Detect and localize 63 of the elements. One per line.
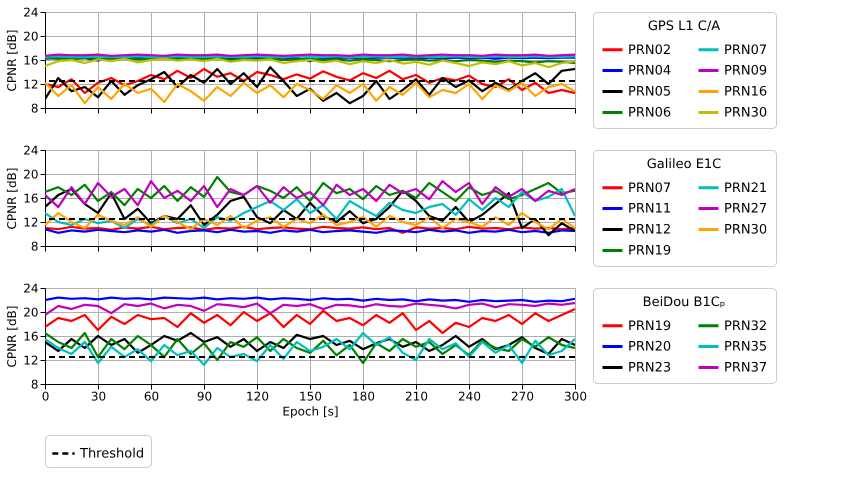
legend-label: PRN20	[628, 340, 672, 354]
line-series	[45, 176, 575, 206]
x-tick-label: 210	[405, 390, 428, 404]
line-series	[45, 82, 575, 104]
y-tick-label: 20	[23, 306, 38, 320]
y-tick-label: 12	[23, 78, 38, 92]
x-tick-label: 60	[144, 390, 160, 404]
legend-label: Threshold	[79, 446, 144, 462]
x-tick-label: 240	[458, 390, 481, 404]
legend-label: PRN16	[724, 84, 768, 100]
x-tick-label: 120	[246, 390, 269, 404]
y-tick-label: 24	[23, 144, 38, 158]
y-tick-label: 20	[23, 30, 38, 44]
legend-label: PRN23	[628, 360, 672, 376]
y-axis-title: CPNR [dB]	[5, 306, 20, 368]
y-tick-label: 24	[23, 6, 38, 20]
x-tick-label: 180	[352, 390, 375, 404]
legend-label: PRN19	[628, 244, 672, 258]
x-tick-label: 90	[196, 390, 212, 404]
legend-title: Galileo E1C	[646, 157, 722, 172]
x-tick-label: 300	[564, 390, 587, 404]
x-tick-label: 270	[511, 390, 534, 404]
line-series	[45, 212, 575, 230]
y-axis-title: CPNR [dB]	[5, 168, 20, 230]
legend-label: PRN07	[724, 42, 768, 58]
legend-label: PRN07	[628, 180, 672, 196]
x-tick-label: 150	[299, 390, 322, 404]
legend-label: PRN21	[724, 180, 768, 196]
legend-label: PRN09	[724, 64, 768, 78]
y-tick-label: 12	[23, 354, 38, 368]
line-series	[45, 308, 575, 334]
legend-title: BeiDou B1Cₚ	[642, 295, 726, 310]
y-tick-label: 16	[23, 54, 38, 68]
y-tick-label: 8	[30, 240, 38, 254]
legend-label: PRN02	[628, 42, 672, 58]
legend-label: PRN12	[628, 222, 672, 238]
legend-label: PRN30	[724, 106, 768, 120]
line-series	[45, 68, 575, 94]
x-tick-label: 30	[90, 390, 106, 404]
legend-label: PRN19	[628, 318, 672, 334]
legend-label: PRN04	[628, 64, 672, 78]
legend-label: PRN37	[724, 360, 768, 376]
line-series	[45, 302, 575, 316]
y-tick-label: 16	[23, 192, 38, 206]
y-axis-title: CPNR [dB]	[5, 30, 20, 92]
legend-label: PRN05	[628, 84, 672, 100]
line-series	[45, 180, 575, 208]
y-tick-label: 8	[30, 102, 38, 116]
legend-label: PRN35	[724, 340, 768, 354]
legend-label: PRN30	[724, 222, 768, 238]
y-tick-label: 24	[23, 282, 38, 296]
y-tick-label: 8	[30, 378, 38, 392]
legend-label: PRN32	[724, 318, 768, 334]
x-axis-title: Epoch [s]	[282, 404, 339, 418]
legend-label: PRN11	[628, 202, 672, 216]
y-tick-label: 16	[23, 330, 38, 344]
x-tick-label: 0	[42, 390, 50, 404]
legend-title: GPS L1 C/A	[648, 19, 720, 34]
legend-label: PRN27	[724, 202, 768, 216]
y-tick-label: 20	[23, 168, 38, 182]
legend-label: PRN06	[628, 106, 672, 120]
line-series	[45, 58, 575, 68]
y-tick-label: 12	[23, 216, 38, 230]
